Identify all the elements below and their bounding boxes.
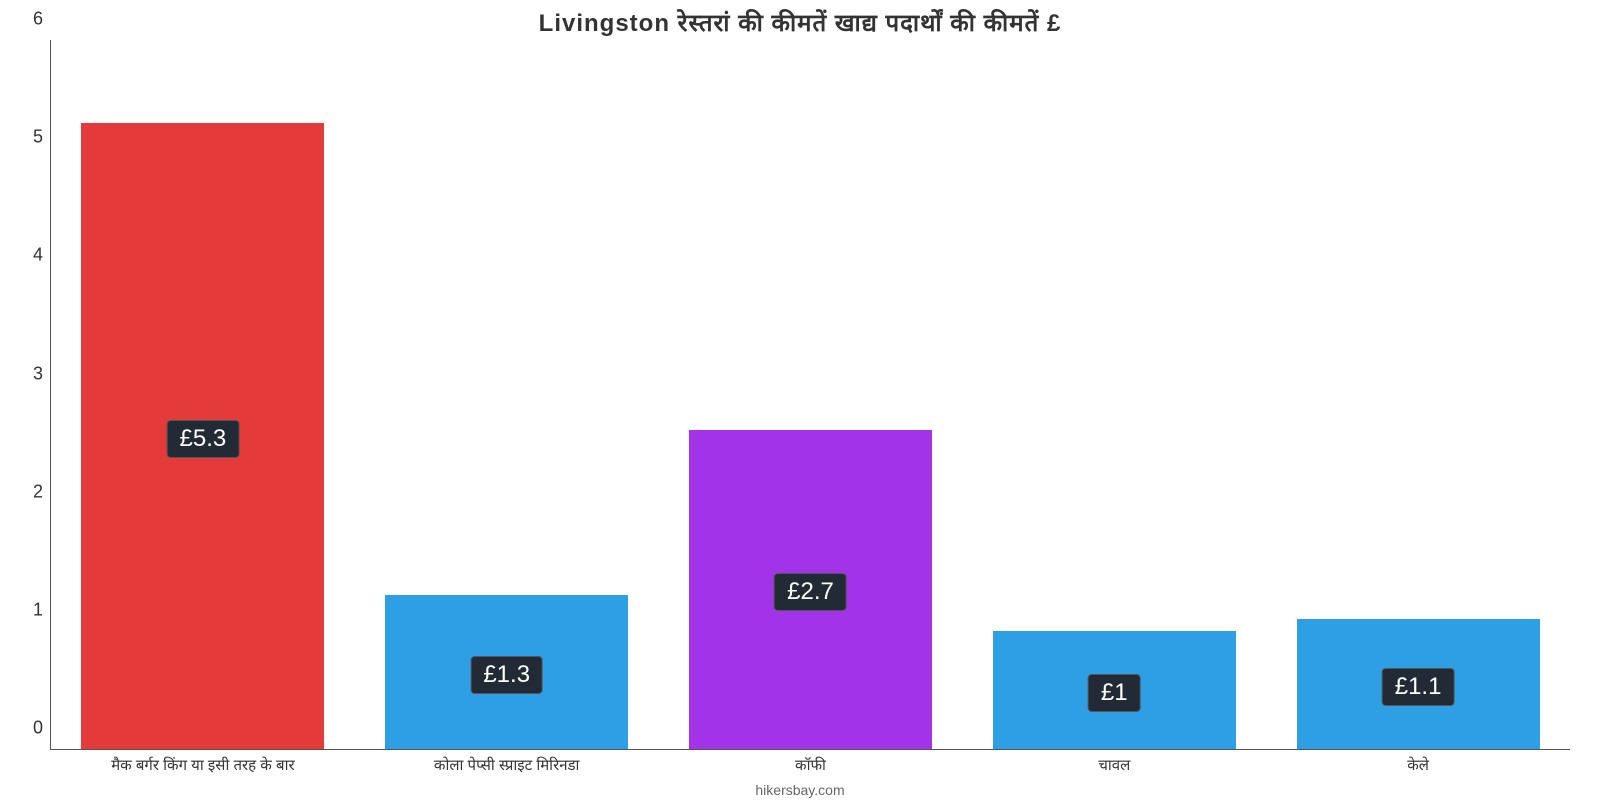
bar: £1.3 [385,595,628,749]
bar-slot: £5.3मैक बर्गर किंग या इसी तरह के बार [51,40,355,749]
value-badge: £1.1 [1382,668,1455,706]
bar: £1 [993,631,1236,749]
y-tick-label: 0 [33,718,51,739]
x-axis-label: कोला पेप्सी स्प्राइट मिरिनडा [434,755,580,775]
bar-slot: £1चावल [962,40,1266,749]
bar: £2.7 [689,430,932,749]
value-badge: £5.3 [167,420,240,458]
bar-slot: £1.1केले [1266,40,1570,749]
chart-footer: hikersbay.com [0,782,1600,798]
value-badge: £1.3 [470,656,543,694]
bar-slot: £1.3कोला पेप्सी स्प्राइट मिरिनडा [355,40,659,749]
y-tick-label: 5 [33,127,51,148]
y-tick-label: 2 [33,481,51,502]
bar: £5.3 [81,123,324,749]
y-tick-label: 3 [33,363,51,384]
bar-slot: £2.7कॉफी [659,40,963,749]
bar: £1.1 [1297,619,1540,749]
x-axis-label: कॉफी [795,755,826,775]
chart-container: Livingston रेस्तरां की कीमतें खाद्य पदार… [0,0,1600,800]
x-axis-label: चावल [1098,755,1130,775]
y-tick-label: 4 [33,245,51,266]
y-tick-label: 6 [33,9,51,30]
x-axis-label: केले [1407,755,1429,775]
value-badge: £1 [1088,674,1141,712]
chart-title: Livingston रेस्तरां की कीमतें खाद्य पदार… [0,0,1600,41]
value-badge: £2.7 [774,573,847,611]
x-axis-label: मैक बर्गर किंग या इसी तरह के बार [111,755,294,775]
y-tick-label: 1 [33,599,51,620]
plot-area: £5.3मैक बर्गर किंग या इसी तरह के बार£1.3… [50,40,1570,750]
bars-group: £5.3मैक बर्गर किंग या इसी तरह के बार£1.3… [51,40,1570,749]
